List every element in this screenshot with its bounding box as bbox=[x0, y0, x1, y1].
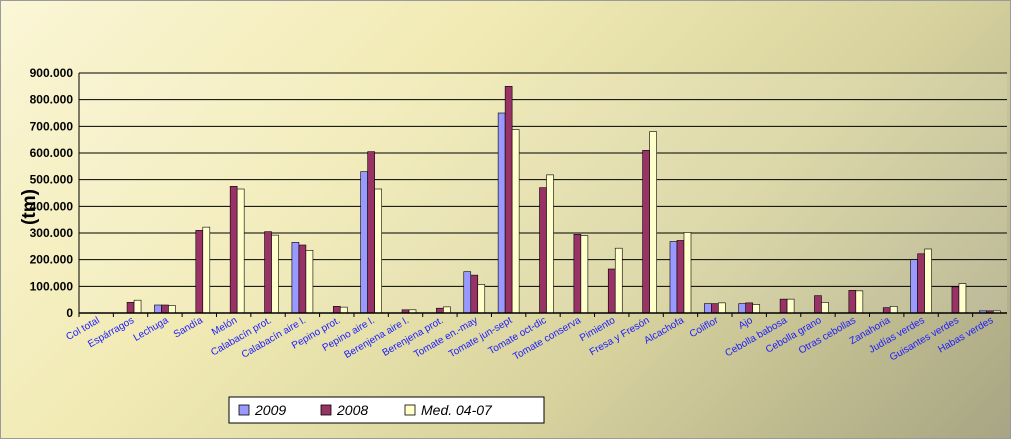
bar-2008 bbox=[711, 303, 719, 314]
bar-2008 bbox=[848, 290, 857, 314]
bar-med-04-07 bbox=[477, 284, 486, 314]
bar-2009 bbox=[154, 304, 162, 314]
bar-2008 bbox=[814, 295, 822, 314]
bar-2009 bbox=[291, 242, 300, 314]
y-tick-label: 600.000 bbox=[30, 146, 74, 160]
bar-2008 bbox=[332, 306, 341, 314]
bar-2008 bbox=[229, 186, 238, 314]
bar-med-04-07 bbox=[236, 188, 245, 314]
bar-2008 bbox=[264, 231, 272, 314]
y-tick-label: 300.000 bbox=[30, 226, 74, 240]
legend-swatch bbox=[238, 404, 250, 416]
bar-2008 bbox=[745, 302, 754, 314]
bar-2008 bbox=[298, 244, 307, 314]
bar-med-04-07 bbox=[924, 248, 932, 314]
x-tick-label: Sandía bbox=[172, 315, 205, 341]
y-tick-label: 200.000 bbox=[30, 253, 74, 267]
bar-med-04-07 bbox=[752, 304, 761, 314]
legend-swatch bbox=[320, 404, 332, 416]
bar-med-04-07 bbox=[614, 247, 623, 314]
bar-med-04-07 bbox=[786, 298, 795, 314]
y-tick-label: 700.000 bbox=[30, 119, 74, 133]
bar-2009 bbox=[463, 271, 472, 314]
bar-2008 bbox=[126, 302, 135, 314]
bar-med-04-07 bbox=[958, 283, 967, 314]
bar-2008 bbox=[573, 234, 582, 314]
legend-label: Med. 04-07 bbox=[421, 402, 493, 418]
bar-2009 bbox=[704, 303, 712, 314]
axes bbox=[78, 73, 1007, 317]
y-tick-label: 400.000 bbox=[30, 199, 74, 213]
bar-med-04-07 bbox=[580, 235, 589, 314]
bar-2008 bbox=[539, 187, 547, 314]
bar-2008 bbox=[917, 253, 925, 314]
bar-med-04-07 bbox=[133, 299, 142, 314]
x-tick-label: Alcachofa bbox=[642, 315, 686, 347]
bar-2008 bbox=[367, 151, 375, 314]
bar-med-04-07 bbox=[889, 306, 898, 314]
bar-med-04-07 bbox=[511, 129, 520, 314]
y-tick-label: 100.000 bbox=[30, 279, 74, 293]
bar-2009 bbox=[360, 171, 368, 314]
bar-med-04-07 bbox=[168, 305, 176, 314]
bar-med-04-07 bbox=[374, 188, 382, 314]
bar-med-04-07 bbox=[271, 234, 279, 314]
legend-box bbox=[228, 396, 545, 424]
x-tick-label: Ajo bbox=[737, 315, 755, 332]
y-tick-labels: 0 100.000 200.000 300.000 400.000 500.000 600.… bbox=[30, 66, 74, 320]
bar-2009 bbox=[669, 241, 678, 314]
bar-2008 bbox=[607, 268, 616, 314]
bar-2008 bbox=[642, 150, 650, 314]
bar-2008 bbox=[504, 86, 513, 314]
bar-2008 bbox=[195, 230, 204, 314]
legend-swatch bbox=[404, 404, 416, 416]
y-axis-label: (tm) bbox=[19, 189, 40, 225]
bar-med-04-07 bbox=[855, 290, 864, 314]
bar-2008 bbox=[951, 286, 960, 314]
bar-med-04-07 bbox=[305, 250, 314, 314]
bar-med-04-07 bbox=[339, 306, 348, 314]
bar-2008 bbox=[470, 274, 479, 314]
bar-2008 bbox=[779, 298, 788, 314]
bar-2009 bbox=[738, 303, 747, 314]
bar-med-04-07 bbox=[649, 131, 657, 314]
bar-med-04-07 bbox=[718, 302, 726, 314]
x-tick-label: Coliflor bbox=[688, 315, 721, 340]
legend-label: 2008 bbox=[336, 402, 368, 418]
legend-label: 2009 bbox=[254, 402, 286, 418]
legend: 2009 2008 Med. 04-07 bbox=[228, 396, 545, 424]
bar-2008 bbox=[161, 304, 169, 314]
bar-med-04-07 bbox=[821, 302, 829, 314]
bar-med-04-07 bbox=[683, 232, 692, 314]
bar-2009 bbox=[910, 259, 918, 314]
y-tick-label: 800.000 bbox=[30, 93, 74, 107]
bar-2008 bbox=[882, 307, 891, 314]
bar-2009 bbox=[497, 112, 506, 314]
bar-med-04-07 bbox=[202, 226, 211, 314]
y-tick-label: 900.000 bbox=[30, 66, 74, 80]
bar-2008 bbox=[676, 240, 685, 314]
y-tick-label: 0 bbox=[66, 306, 73, 320]
x-tick-label: Lechuga bbox=[132, 315, 171, 344]
bar-med-04-07 bbox=[443, 306, 451, 314]
y-tick-label: 500.000 bbox=[30, 173, 74, 187]
bar-med-04-07 bbox=[546, 174, 554, 314]
